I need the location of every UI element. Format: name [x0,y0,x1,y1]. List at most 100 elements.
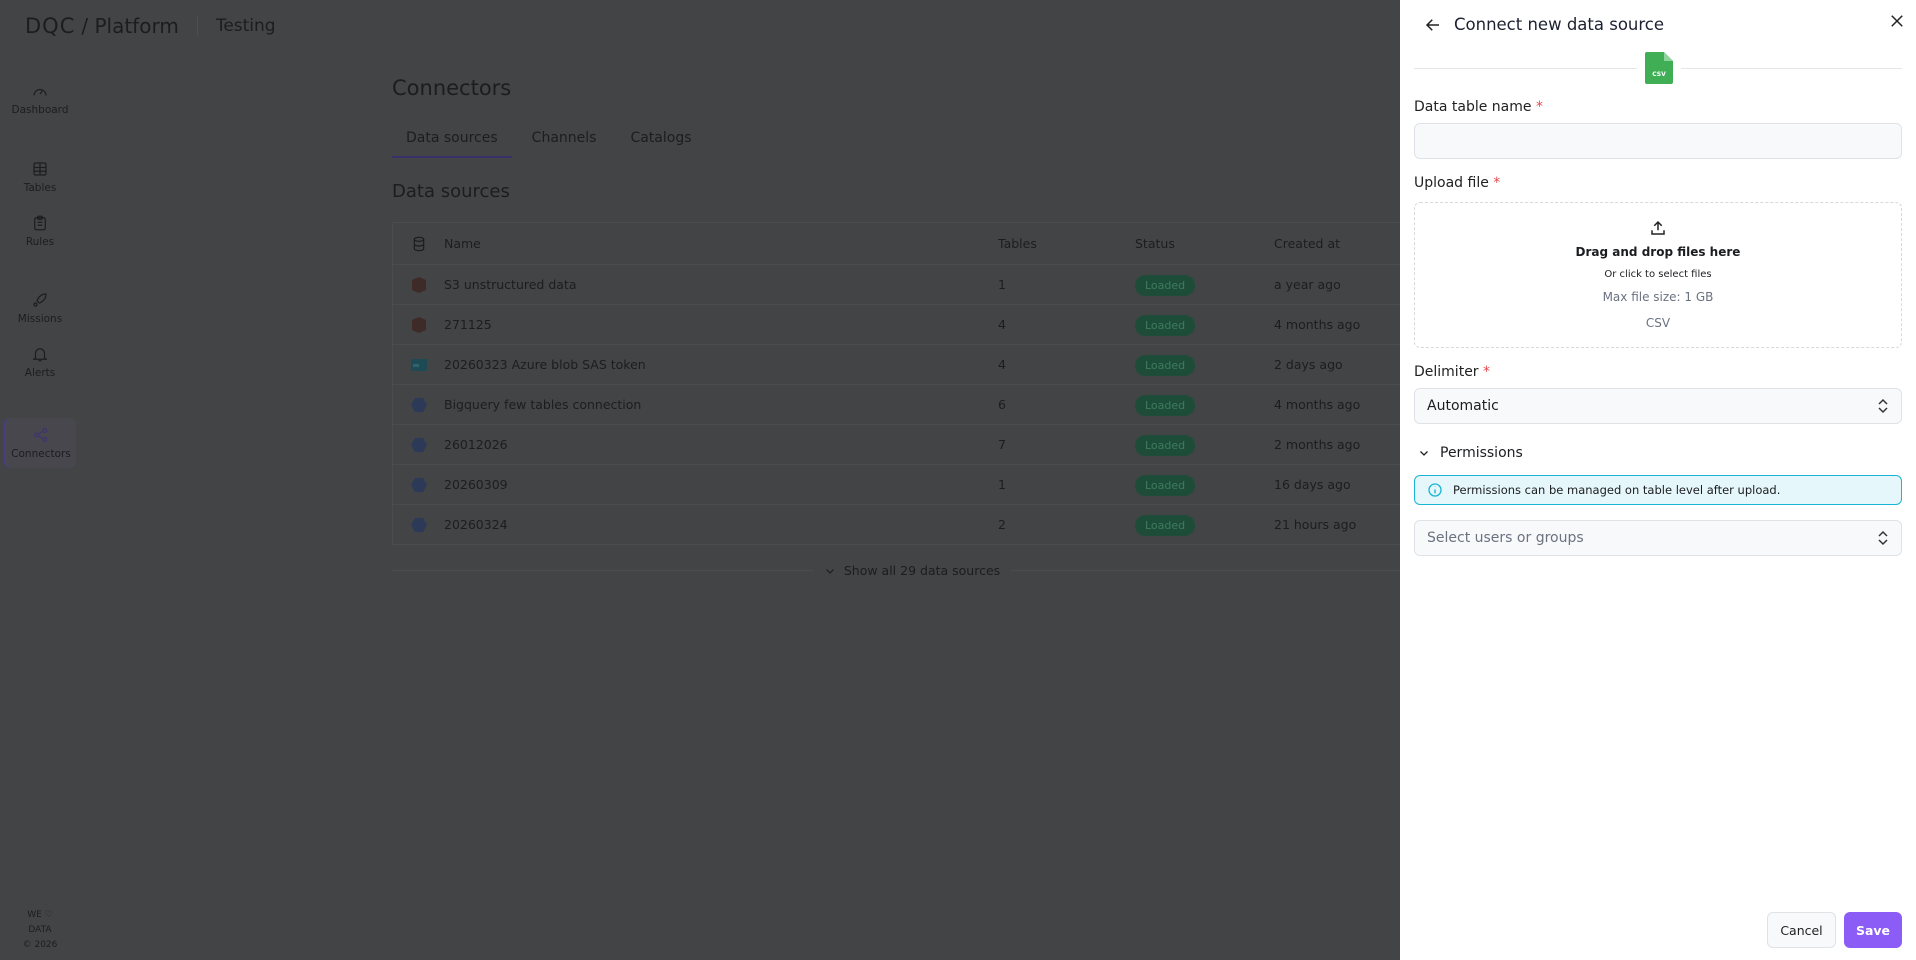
table-count: 7 [998,437,1006,452]
gauge-icon [33,88,47,96]
table-row[interactable]: 20260324 2 Loaded 21 hours ago [393,505,1431,545]
file-dropzone[interactable]: Drag and drop files here Or click to sel… [1414,202,1902,348]
table-row[interactable]: Bigquery few tables connection 6 Loaded 4 m… [393,385,1431,425]
table-name-input[interactable] [1414,123,1902,159]
divider [196,16,198,36]
permissions-toggle[interactable]: Permissions [1418,445,1523,461]
show-all-label: Show all 29 data sources [843,563,1001,578]
created-at: 4 months ago [1274,397,1361,412]
dropzone-subtitle: Or click to select files [1604,269,1712,280]
sidebar-item-tables[interactable]: Tables [4,160,76,194]
tab-channels[interactable]: Channels [531,130,597,146]
csv-file-icon: CSV [1645,52,1673,84]
save-button[interactable]: Save [1844,912,1902,948]
column-header-created-at[interactable]: Created at [1274,236,1341,251]
column-header-tables[interactable]: Tables [998,236,1037,251]
column-header-status[interactable]: Status [1135,236,1175,251]
status-badge: Loaded [1135,315,1196,336]
created-at: 2 months ago [1274,437,1361,452]
table-count: 1 [998,477,1006,492]
table-count: 4 [998,357,1006,372]
app-logo[interactable]: DQC / Platform Testing [25,14,276,38]
rocket-icon [33,293,47,307]
product-name: / Platform [81,14,179,38]
permissions-label: Permissions [1440,445,1523,461]
created-at: 2 days ago [1274,357,1343,372]
source-name[interactable]: 20260309 [444,477,508,492]
tab-catalogs[interactable]: Catalogs [630,130,692,146]
table-row[interactable]: 26012026 7 Loaded 2 months ago [393,425,1431,465]
page-title: Connectors [392,76,512,100]
info-icon [1428,483,1442,497]
source-name[interactable]: 271125 [444,317,492,332]
table-row[interactable]: 271125 4 Loaded 4 months ago [393,305,1431,345]
data-sources-table: Name Tables Status Created at S3 unstruc… [392,222,1432,545]
sidebar-item-missions[interactable]: Missions [4,291,76,325]
sidebar-item-label: Dashboard [11,104,69,116]
cancel-button[interactable]: Cancel [1767,912,1836,948]
max-file-size: Max file size: 1 GB [1602,290,1714,304]
source-name[interactable]: 20260323 Azure blob SAS token [444,357,646,372]
environment-name: Testing [215,16,276,36]
status-badge: Loaded [1135,435,1196,456]
accepted-types: CSV [1645,316,1671,330]
table-name-label: Data table name * [1414,99,1543,115]
dropzone-title: Drag and drop files here [1575,245,1741,259]
bigquery-icon [410,397,427,412]
copyright: © 2026 [22,940,58,950]
logo-text: DQC [25,14,76,38]
info-text: Permissions can be managed on table leve… [1453,483,1781,497]
column-header-name[interactable]: Name [444,236,481,251]
delimiter-label: Delimiter * [1414,364,1491,380]
sidebar-footer: WE ♡ DATA © 2026 [0,908,80,953]
table-row[interactable]: 20260323 Azure blob SAS token 4 Loaded 2 da… [393,345,1431,385]
chevron-up-down-icon [1878,398,1888,414]
tabs: Data sources Channels Catalogs [392,130,712,158]
upload-icon [1651,220,1665,235]
clipboard-icon [34,215,46,231]
connect-data-source-panel: Connect new data source CSV Data table n… [1400,0,1916,960]
delimiter-value: Automatic [1427,398,1499,414]
show-all-button[interactable]: Show all 29 data sources [814,563,1010,578]
created-at: a year ago [1274,277,1341,292]
created-at: 21 hours ago [1274,517,1357,532]
divider [392,570,814,571]
sidebar-item-dashboard[interactable]: Dashboard [4,82,76,116]
status-badge: Loaded [1135,515,1196,536]
table-row[interactable]: 20260309 1 Loaded 16 days ago [393,465,1431,505]
table-count: 4 [998,317,1006,332]
sidebar-item-rules[interactable]: Rules [4,214,76,248]
footer-text: DATA [28,925,52,935]
sidebar-item-label: Alerts [24,367,56,379]
status-badge: Loaded [1135,475,1196,496]
table-count: 1 [998,277,1006,292]
close-icon[interactable] [1888,12,1906,30]
table-icon [33,162,47,176]
footer-text: WE [27,910,42,920]
tab-data-sources[interactable]: Data sources [392,130,512,158]
table-row[interactable]: S3 unstructured data 1 Loaded a year ago [393,265,1431,305]
panel-title: Connect new data source [1454,15,1665,34]
table-header: Name Tables Status Created at [393,223,1431,265]
status-badge: Loaded [1135,395,1196,416]
chevron-down-icon [1420,451,1428,456]
source-name[interactable]: 26012026 [444,437,508,452]
table-count: 6 [998,397,1006,412]
source-name[interactable]: 20260324 [444,517,508,532]
sidebar-item-alerts[interactable]: Alerts [4,345,76,379]
sidebar-item-label: Connectors [11,448,71,460]
heart-icon: ♡ [44,910,53,920]
source-name[interactable]: S3 unstructured data [444,277,577,292]
users-groups-select[interactable]: Select users or groups [1414,520,1902,556]
back-arrow-icon[interactable] [1424,16,1442,34]
chevron-down-icon [825,568,834,574]
delimiter-select[interactable]: Automatic [1414,388,1902,424]
users-placeholder: Select users or groups [1427,530,1584,546]
sidebar-item-label: Rules [25,236,55,248]
source-name[interactable]: Bigquery few tables connection [444,397,642,412]
bell-icon [32,348,48,362]
csv-badge-text: CSV [1652,71,1666,78]
database-icon [413,236,424,251]
sidebar-item-label: Missions [17,313,63,325]
sidebar-item-connectors[interactable]: Connectors [4,418,76,468]
